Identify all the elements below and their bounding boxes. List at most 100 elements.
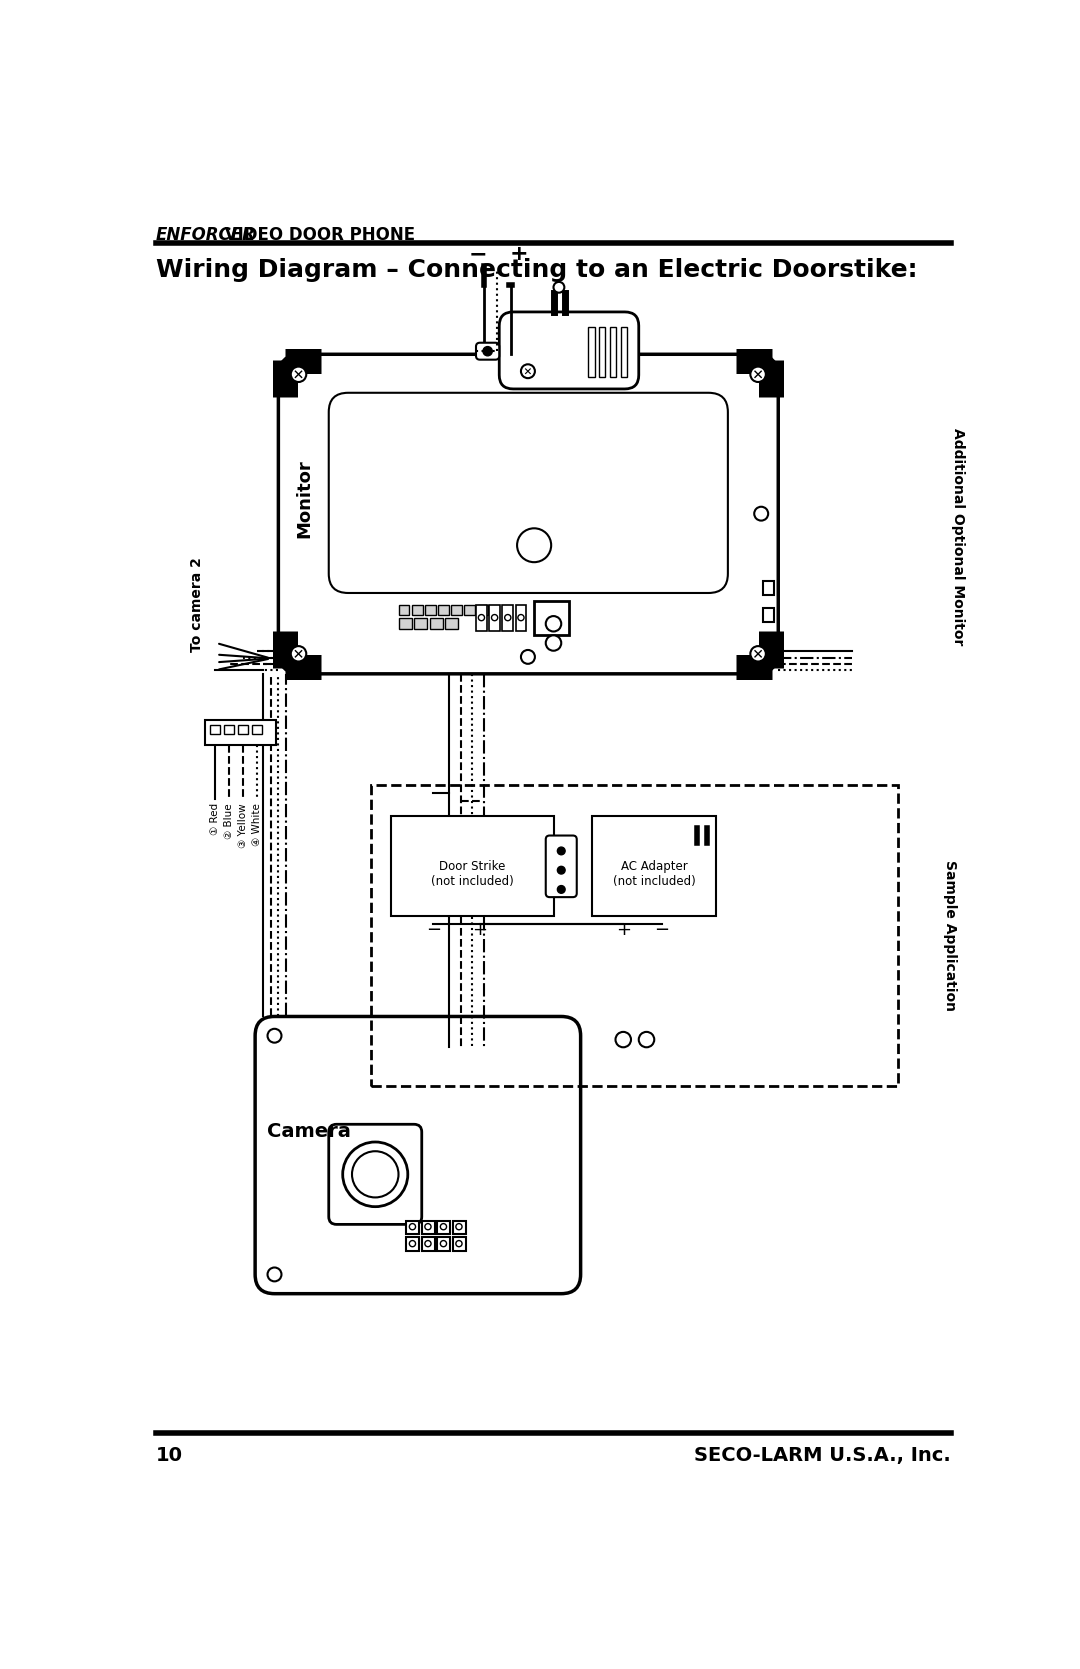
Circle shape [342, 1142, 408, 1207]
Bar [411, 604, 422, 616]
Circle shape [557, 866, 565, 875]
Text: 10: 10 [156, 1445, 183, 1465]
Bar [453, 1237, 465, 1250]
Bar [414, 619, 428, 629]
Circle shape [441, 1223, 446, 1230]
Bar [211, 726, 220, 734]
Bar [441, 539, 472, 544]
Bar [205, 719, 276, 746]
Circle shape [751, 367, 766, 382]
Bar [515, 604, 526, 631]
Circle shape [456, 1240, 462, 1247]
Text: ④ White: ④ White [252, 803, 261, 846]
Circle shape [456, 1223, 462, 1230]
Circle shape [517, 529, 551, 562]
Text: +: + [472, 921, 487, 940]
Circle shape [409, 1223, 416, 1230]
FancyBboxPatch shape [328, 1125, 422, 1225]
Bar [589, 327, 595, 377]
Bar [430, 619, 443, 629]
Bar [372, 786, 899, 1087]
Bar [565, 469, 604, 472]
Circle shape [504, 614, 511, 621]
Bar [422, 1220, 435, 1233]
Circle shape [545, 616, 562, 631]
Text: Camera: Camera [268, 1123, 351, 1142]
Text: To camera 2: To camera 2 [190, 557, 204, 653]
Circle shape [557, 848, 565, 855]
Bar [476, 604, 487, 631]
Bar [464, 604, 475, 616]
Circle shape [616, 1031, 631, 1046]
Text: ② Blue: ② Blue [224, 803, 233, 840]
Bar [422, 462, 464, 466]
Circle shape [424, 1223, 431, 1230]
Text: ENFORCER: ENFORCER [156, 227, 256, 244]
Circle shape [291, 367, 307, 382]
Circle shape [478, 614, 485, 621]
Bar [424, 604, 435, 616]
Circle shape [517, 614, 524, 621]
Circle shape [521, 649, 535, 664]
Text: SECO-LARM U.S.A., Inc.: SECO-LARM U.S.A., Inc. [694, 1445, 951, 1465]
Text: +: + [616, 921, 631, 940]
Bar [422, 1237, 435, 1250]
Text: AC Adapter
(not included): AC Adapter (not included) [612, 860, 696, 888]
Circle shape [352, 1152, 399, 1197]
Circle shape [638, 1031, 654, 1046]
Bar [406, 1237, 419, 1250]
Text: Sample Application: Sample Application [943, 860, 957, 1011]
Circle shape [291, 646, 307, 661]
Text: −: − [469, 244, 487, 264]
Circle shape [483, 347, 492, 355]
Text: Wiring Diagram – Connecting to an Electric Doorstike:: Wiring Diagram – Connecting to an Electr… [156, 259, 917, 282]
Bar [225, 726, 234, 734]
Bar [422, 469, 464, 472]
Text: Door Strike
(not included): Door Strike (not included) [431, 860, 513, 888]
Circle shape [557, 886, 565, 893]
Circle shape [268, 1028, 282, 1043]
Bar [621, 327, 627, 377]
Bar [604, 459, 615, 471]
Bar [592, 816, 716, 916]
FancyBboxPatch shape [328, 392, 728, 592]
Circle shape [268, 1267, 282, 1282]
Circle shape [491, 614, 498, 621]
Bar [535, 601, 569, 636]
Circle shape [441, 1240, 446, 1247]
Circle shape [409, 1240, 416, 1247]
Bar [238, 726, 248, 734]
Circle shape [754, 507, 768, 521]
Text: −: − [654, 921, 670, 940]
Bar [489, 604, 500, 631]
Bar [437, 1220, 450, 1233]
FancyBboxPatch shape [499, 312, 638, 389]
Bar [399, 619, 411, 629]
Bar [502, 604, 513, 631]
Bar [391, 816, 554, 916]
Circle shape [751, 646, 766, 661]
Bar [453, 1220, 465, 1233]
Bar [441, 547, 472, 551]
Circle shape [554, 282, 565, 292]
Bar [464, 459, 475, 471]
Text: Monitor: Monitor [295, 459, 313, 537]
Bar [399, 604, 409, 616]
Bar [477, 604, 488, 616]
Bar [406, 1220, 419, 1233]
Bar [610, 327, 617, 377]
Text: ① Red: ① Red [210, 803, 220, 834]
Text: −: − [426, 921, 441, 940]
Text: VIDEO DOOR PHONE: VIDEO DOOR PHONE [219, 227, 416, 244]
Circle shape [545, 636, 562, 651]
Bar [451, 604, 462, 616]
FancyBboxPatch shape [255, 1016, 581, 1293]
Bar [438, 604, 449, 616]
FancyBboxPatch shape [476, 342, 499, 361]
Bar [762, 581, 774, 596]
Bar [437, 1237, 450, 1250]
Circle shape [424, 1240, 431, 1247]
FancyBboxPatch shape [279, 354, 779, 674]
FancyBboxPatch shape [545, 836, 577, 898]
Bar [445, 619, 458, 629]
